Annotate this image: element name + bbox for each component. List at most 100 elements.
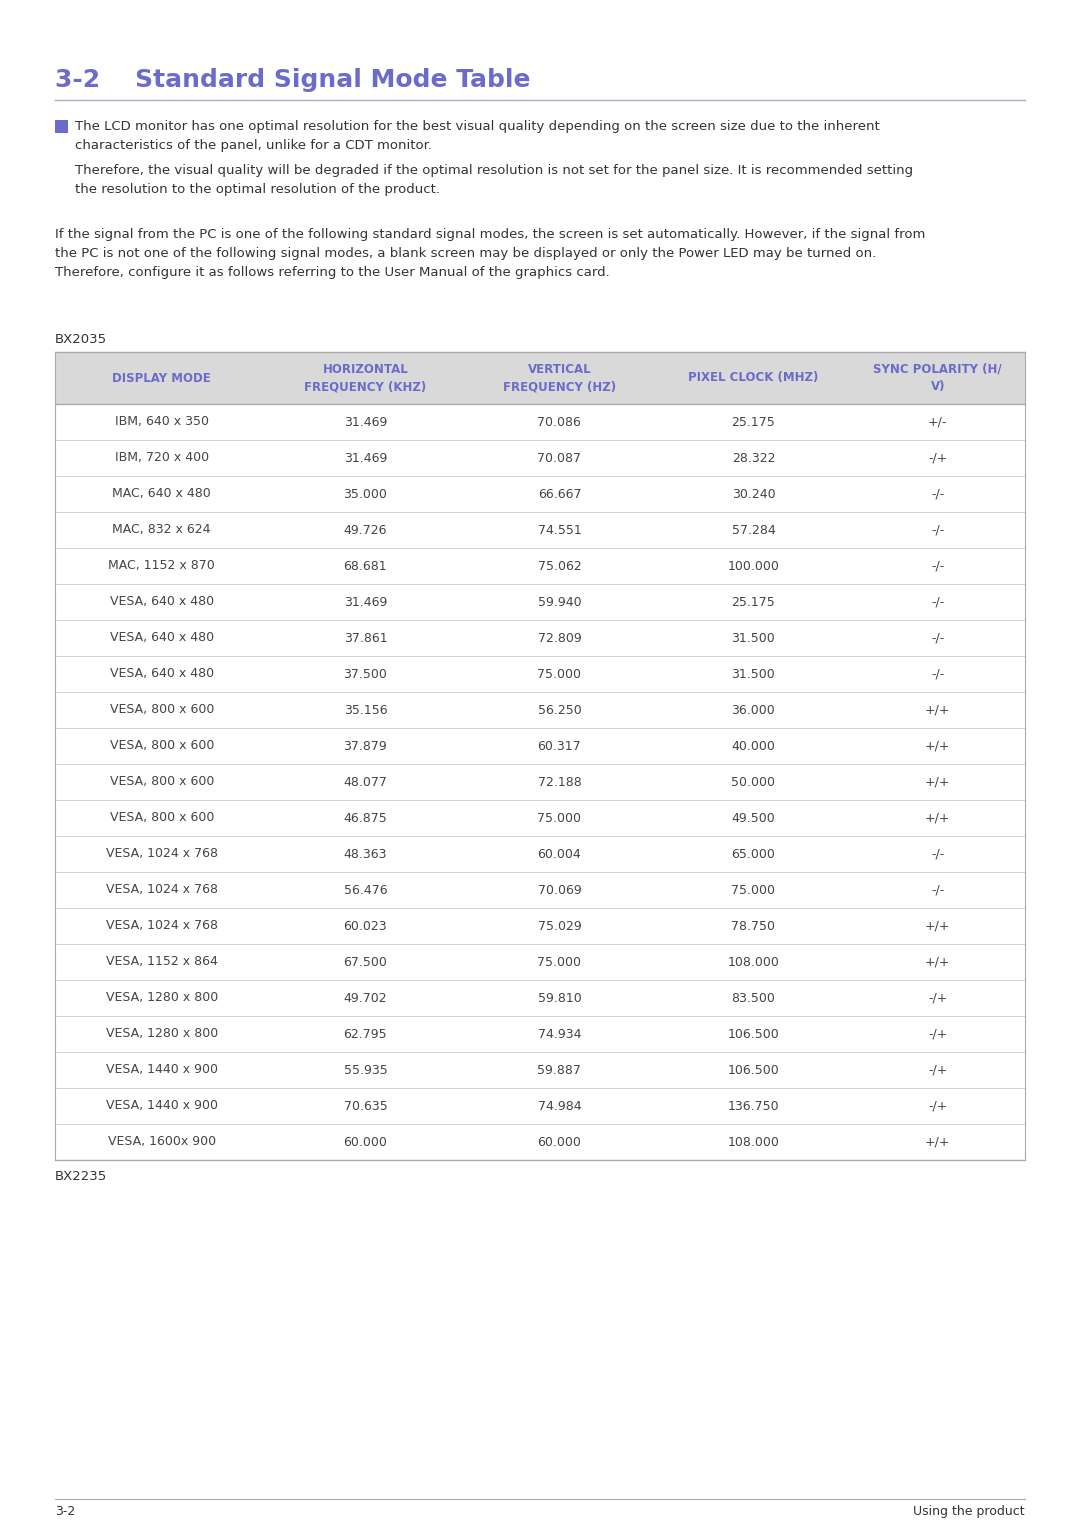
Text: 56.476: 56.476 xyxy=(343,884,388,896)
Text: 31.469: 31.469 xyxy=(343,596,387,608)
Text: 78.750: 78.750 xyxy=(731,919,775,933)
Text: 72.809: 72.809 xyxy=(538,632,581,644)
Bar xyxy=(55,353,1025,405)
Text: +/+: +/+ xyxy=(924,1136,950,1148)
Text: VESA, 800 x 600: VESA, 800 x 600 xyxy=(109,704,214,716)
Text: MAC, 832 x 624: MAC, 832 x 624 xyxy=(112,524,211,536)
Text: 83.500: 83.500 xyxy=(731,991,775,1005)
Text: 49.726: 49.726 xyxy=(343,524,387,536)
Text: VESA, 1280 x 800: VESA, 1280 x 800 xyxy=(106,1028,218,1040)
Text: VERTICAL
FREQUENCY (HZ): VERTICAL FREQUENCY (HZ) xyxy=(503,363,616,392)
Text: -/-: -/- xyxy=(931,559,944,573)
Text: 37.861: 37.861 xyxy=(343,632,388,644)
Text: 72.188: 72.188 xyxy=(538,776,581,788)
Text: VESA, 640 x 480: VESA, 640 x 480 xyxy=(110,596,214,608)
Text: -/+: -/+ xyxy=(928,1028,947,1040)
Text: HORIZONTAL
FREQUENCY (KHZ): HORIZONTAL FREQUENCY (KHZ) xyxy=(305,363,427,392)
Text: 62.795: 62.795 xyxy=(343,1028,388,1040)
Text: 48.363: 48.363 xyxy=(343,847,387,861)
Text: 70.087: 70.087 xyxy=(538,452,581,464)
Text: BX2235: BX2235 xyxy=(55,1170,107,1183)
Text: Using the product: Using the product xyxy=(914,1506,1025,1518)
Text: -/-: -/- xyxy=(931,667,944,681)
Text: 70.069: 70.069 xyxy=(538,884,581,896)
Text: 36.000: 36.000 xyxy=(731,704,775,716)
Text: VESA, 1024 x 768: VESA, 1024 x 768 xyxy=(106,847,218,861)
Text: 3-2    Standard Signal Mode Table: 3-2 Standard Signal Mode Table xyxy=(55,69,530,92)
Text: 31.500: 31.500 xyxy=(731,632,775,644)
Text: -/+: -/+ xyxy=(928,1099,947,1113)
Text: 75.000: 75.000 xyxy=(731,884,775,896)
Text: 60.000: 60.000 xyxy=(538,1136,581,1148)
Text: 75.000: 75.000 xyxy=(538,956,581,968)
Text: 75.062: 75.062 xyxy=(538,559,581,573)
Text: VESA, 800 x 600: VESA, 800 x 600 xyxy=(109,739,214,753)
Text: 30.240: 30.240 xyxy=(731,487,775,501)
Text: 40.000: 40.000 xyxy=(731,739,775,753)
Text: VESA, 1024 x 768: VESA, 1024 x 768 xyxy=(106,919,218,933)
Text: -/-: -/- xyxy=(931,884,944,896)
Text: 60.004: 60.004 xyxy=(538,847,581,861)
Text: PIXEL CLOCK (MHZ): PIXEL CLOCK (MHZ) xyxy=(688,371,819,385)
Text: 74.551: 74.551 xyxy=(538,524,581,536)
Text: 108.000: 108.000 xyxy=(728,956,780,968)
Text: VESA, 1600x 900: VESA, 1600x 900 xyxy=(108,1136,216,1148)
Text: DISPLAY MODE: DISPLAY MODE xyxy=(112,371,211,385)
Text: VESA, 800 x 600: VESA, 800 x 600 xyxy=(109,776,214,788)
Text: IBM, 640 x 350: IBM, 640 x 350 xyxy=(114,415,208,429)
Text: VESA, 1440 x 900: VESA, 1440 x 900 xyxy=(106,1063,218,1077)
Text: VESA, 800 x 600: VESA, 800 x 600 xyxy=(109,811,214,825)
Text: 74.984: 74.984 xyxy=(538,1099,581,1113)
Text: 106.500: 106.500 xyxy=(728,1063,780,1077)
Text: VESA, 1280 x 800: VESA, 1280 x 800 xyxy=(106,991,218,1005)
Text: 49.500: 49.500 xyxy=(731,811,775,825)
Text: 75.029: 75.029 xyxy=(538,919,581,933)
Text: 28.322: 28.322 xyxy=(731,452,775,464)
Text: -/+: -/+ xyxy=(928,1063,947,1077)
Text: 60.317: 60.317 xyxy=(538,739,581,753)
Text: 75.000: 75.000 xyxy=(538,811,581,825)
Text: 60.023: 60.023 xyxy=(343,919,388,933)
Text: VESA, 1440 x 900: VESA, 1440 x 900 xyxy=(106,1099,218,1113)
Text: 59.810: 59.810 xyxy=(538,991,581,1005)
Text: BX2035: BX2035 xyxy=(55,333,107,347)
Text: MAC, 640 x 480: MAC, 640 x 480 xyxy=(112,487,211,501)
Text: 68.681: 68.681 xyxy=(343,559,388,573)
Text: 46.875: 46.875 xyxy=(343,811,388,825)
Text: -/-: -/- xyxy=(931,487,944,501)
Text: +/-: +/- xyxy=(928,415,947,429)
Text: 37.879: 37.879 xyxy=(343,739,388,753)
Text: 3-2: 3-2 xyxy=(55,1506,76,1518)
Text: VESA, 640 x 480: VESA, 640 x 480 xyxy=(110,667,214,681)
Text: +/+: +/+ xyxy=(924,811,950,825)
Text: 66.667: 66.667 xyxy=(538,487,581,501)
Text: 108.000: 108.000 xyxy=(728,1136,780,1148)
Text: 74.934: 74.934 xyxy=(538,1028,581,1040)
Text: VESA, 640 x 480: VESA, 640 x 480 xyxy=(110,632,214,644)
Text: IBM, 720 x 400: IBM, 720 x 400 xyxy=(114,452,208,464)
Text: 60.000: 60.000 xyxy=(343,1136,388,1148)
Text: VESA, 1024 x 768: VESA, 1024 x 768 xyxy=(106,884,218,896)
Text: 49.702: 49.702 xyxy=(343,991,388,1005)
Text: 50.000: 50.000 xyxy=(731,776,775,788)
Bar xyxy=(55,121,68,133)
Text: 25.175: 25.175 xyxy=(731,596,775,608)
Text: 67.500: 67.500 xyxy=(343,956,388,968)
Text: 59.887: 59.887 xyxy=(538,1063,581,1077)
Text: 57.284: 57.284 xyxy=(731,524,775,536)
Text: +/+: +/+ xyxy=(924,776,950,788)
Text: 70.635: 70.635 xyxy=(343,1099,388,1113)
Text: SYNC POLARITY (H/
V): SYNC POLARITY (H/ V) xyxy=(874,363,1002,392)
Text: 100.000: 100.000 xyxy=(728,559,780,573)
Text: If the signal from the PC is one of the following standard signal modes, the scr: If the signal from the PC is one of the … xyxy=(55,228,926,279)
Text: 31.469: 31.469 xyxy=(343,452,387,464)
Text: 48.077: 48.077 xyxy=(343,776,388,788)
Text: 35.156: 35.156 xyxy=(343,704,388,716)
Text: +/+: +/+ xyxy=(924,704,950,716)
Text: +/+: +/+ xyxy=(924,919,950,933)
Text: 25.175: 25.175 xyxy=(731,415,775,429)
Text: +/+: +/+ xyxy=(924,956,950,968)
Text: -/-: -/- xyxy=(931,632,944,644)
Text: 35.000: 35.000 xyxy=(343,487,388,501)
Text: -/+: -/+ xyxy=(928,991,947,1005)
